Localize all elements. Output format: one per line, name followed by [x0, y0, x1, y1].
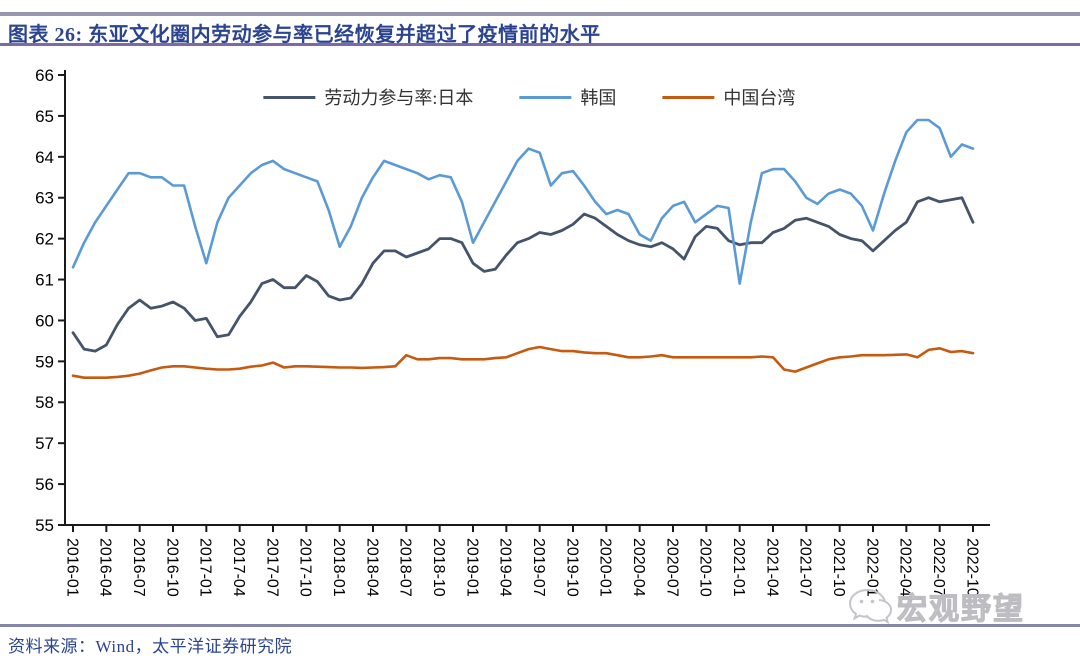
- series-line-1: [71, 118, 975, 285]
- x-tick-label: 2021-01: [730, 538, 747, 597]
- x-tick-label: 2018-07: [397, 538, 414, 597]
- x-tick-label: 2021-10: [830, 538, 847, 597]
- source-note: 资料来源：Wind，太平洋证券研究院: [8, 637, 293, 656]
- y-tick-label: 63: [35, 189, 54, 208]
- bottom-rule: [0, 624, 1080, 627]
- x-tick-label: 2022-01: [863, 538, 880, 597]
- y-tick-label: 57: [35, 434, 54, 453]
- x-tick-label: 2019-10: [563, 538, 580, 597]
- x-axis-ticks: 2016-01 2016-04 2016-07 2016-10 2017-01 2017-…: [63, 525, 980, 597]
- chart-legend: 劳动力参与率:日本 韩国 中国台湾: [263, 84, 795, 110]
- y-tick-label: 62: [35, 230, 54, 249]
- y-tick-label: 60: [35, 311, 54, 330]
- x-tick-label: 2016-04: [97, 538, 114, 597]
- x-tick-label: 2017-01: [197, 538, 214, 597]
- legend-label: 劳动力参与率:日本: [324, 88, 474, 108]
- x-tick-label: 2021-07: [797, 538, 814, 597]
- legend-swatch-icon: [519, 95, 572, 99]
- x-tick-label: 2019-01: [463, 538, 480, 597]
- y-tick-label: 61: [35, 270, 54, 289]
- series-line-2: [71, 345, 975, 380]
- chart-title: 图表 26: 东亚文化圈内劳动参与率已经恢复并超过了疫情前的水平: [8, 24, 601, 46]
- title-rule: [0, 43, 1080, 46]
- series-line-0: [71, 196, 975, 353]
- x-tick-label: 2017-10: [297, 538, 314, 597]
- x-tick-label: 2017-04: [230, 538, 247, 597]
- x-tick-label: 2020-04: [630, 538, 647, 597]
- x-tick-label: 2019-07: [530, 538, 547, 597]
- legend-swatch-icon: [662, 95, 715, 99]
- legend-item-0: 劳动力参与率:日本: [263, 84, 473, 110]
- x-tick-label: 2018-04: [363, 538, 380, 597]
- legend-item-2: 中国台湾: [662, 84, 795, 110]
- watermark: 宏观野望: [847, 584, 1025, 628]
- y-tick-label: 55: [35, 516, 54, 535]
- x-tick-label: 2021-04: [763, 538, 780, 597]
- x-tick-label: 2017-07: [263, 538, 280, 597]
- x-tick-label: 2022-04: [897, 538, 914, 597]
- legend-item-1: 韩国: [519, 84, 616, 110]
- y-tick-label: 56: [35, 475, 54, 494]
- top-rule: [0, 12, 1080, 16]
- x-tick-label: 2016-10: [163, 538, 180, 597]
- x-tick-label: 2016-07: [130, 538, 147, 597]
- x-tick-label: 2019-04: [497, 538, 514, 597]
- x-tick-label: 2020-10: [697, 538, 714, 597]
- legend-label: 韩国: [580, 88, 617, 108]
- wechat-icon: [848, 588, 893, 625]
- legend-label: 中国台湾: [723, 88, 796, 108]
- axes: [64, 70, 990, 526]
- watermark-text: 宏观野望: [897, 593, 1025, 627]
- x-tick-label: 2016-01: [63, 538, 80, 597]
- x-tick-label: 2020-01: [597, 538, 614, 597]
- y-tick-label: 65: [35, 107, 54, 126]
- x-tick-label: 2020-07: [663, 538, 680, 597]
- y-tick-label: 59: [35, 352, 54, 371]
- x-tick-label: 2018-10: [430, 538, 447, 597]
- y-axis-ticks: 55 56 57 58 59 60 61 62 63 64 65 66: [35, 66, 65, 535]
- x-tick-label: 2022-07: [930, 538, 947, 597]
- legend-swatch-icon: [263, 95, 316, 99]
- x-tick-label: 2022-10: [963, 538, 980, 597]
- x-tick-label: 2018-01: [330, 538, 347, 597]
- y-tick-label: 66: [35, 66, 54, 85]
- y-tick-label: 58: [35, 393, 54, 412]
- y-tick-label: 64: [35, 148, 54, 167]
